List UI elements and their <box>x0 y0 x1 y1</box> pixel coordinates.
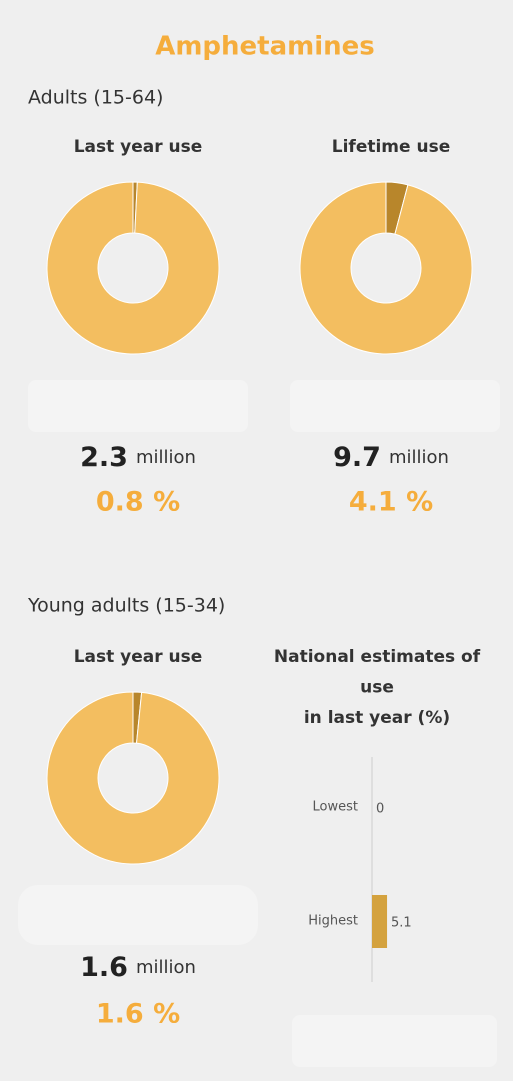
stat-unit: million <box>136 957 196 978</box>
category-label: Lowest <box>313 800 358 815</box>
stat-count: 2.3 <box>80 442 128 473</box>
stat-unit: million <box>389 447 449 468</box>
donut-slice <box>299 181 473 355</box>
stat: 9.7 million <box>333 442 449 473</box>
stat-percent: 0.8 % <box>96 487 180 518</box>
bar <box>372 895 388 948</box>
chart-title: Lifetime use <box>332 137 450 157</box>
value-label: 0 <box>376 802 384 817</box>
blur-panel <box>28 380 248 432</box>
stat-count: 1.6 <box>80 952 128 983</box>
blur-panel <box>18 885 258 945</box>
section-heading: Adults (15-64) <box>28 87 163 109</box>
section-heading: Young adults (15-34) <box>27 595 225 617</box>
stat-count: 9.7 <box>333 442 381 473</box>
chart-title: in last year (%) <box>304 708 450 728</box>
donut-slice <box>46 691 220 865</box>
stat: 1.6 million <box>80 952 196 983</box>
stat-unit: million <box>136 447 196 468</box>
page-title: Amphetamines <box>155 32 375 62</box>
donut-slice <box>46 181 220 355</box>
blur-panel <box>292 1015 497 1067</box>
chart-title: National estimates of <box>274 647 481 667</box>
category-label: Highest <box>308 914 358 929</box>
chart-title: Last year use <box>74 137 203 157</box>
stat-percent: 1.6 % <box>96 999 180 1030</box>
value-label: 5.1 <box>391 916 412 931</box>
chart-title: use <box>360 678 394 698</box>
chart-title: Last year use <box>74 647 203 667</box>
stat-percent: 4.1 % <box>349 487 433 518</box>
blur-panel <box>290 380 500 432</box>
stat: 2.3 million <box>80 442 196 473</box>
